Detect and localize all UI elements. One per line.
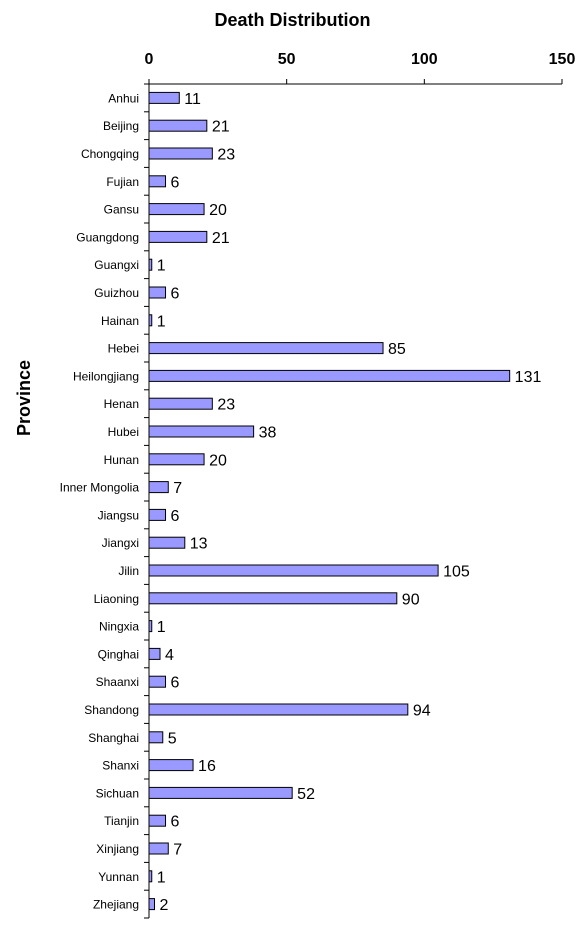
y-tick-label: Yunnan xyxy=(98,870,139,884)
y-axis-label: Province xyxy=(14,360,34,436)
data-label: 52 xyxy=(297,786,315,803)
y-tick-label: Shandong xyxy=(84,703,139,717)
y-tick-label: Chongqing xyxy=(81,147,139,161)
bar xyxy=(148,397,213,410)
bar xyxy=(148,870,153,883)
data-label: 7 xyxy=(173,480,182,497)
y-tick-label: Jiangxi xyxy=(102,536,139,550)
data-label: 23 xyxy=(217,397,235,414)
data-label: 105 xyxy=(443,564,470,581)
y-tick-label: Hunan xyxy=(104,453,139,467)
data-label: 16 xyxy=(198,758,216,775)
y-tick-label: Jilin xyxy=(118,564,139,578)
y-tick-label: Zhejiang xyxy=(93,898,139,912)
y-tick-label: Guizhou xyxy=(94,286,139,300)
bar xyxy=(148,119,208,132)
y-tick-label: Inner Mongolia xyxy=(60,481,140,495)
y-tick-label: Shanxi xyxy=(102,759,139,773)
y-tick-label: Guangdong xyxy=(76,230,139,244)
data-label: 94 xyxy=(413,703,431,720)
bar xyxy=(148,564,439,577)
data-label: 1 xyxy=(157,313,166,330)
data-label: 1 xyxy=(157,869,166,886)
bar xyxy=(148,453,205,466)
data-label: 5 xyxy=(168,730,177,747)
y-tick-label: Gansu xyxy=(104,203,139,217)
data-label: 6 xyxy=(171,286,180,303)
bar xyxy=(148,675,167,688)
y-tick-label: Ningxia xyxy=(99,620,139,634)
data-label: 90 xyxy=(402,591,420,608)
y-tick-label: Shaanxi xyxy=(96,675,139,689)
y-tick-label: Beijing xyxy=(103,119,139,133)
y-tick-label: Henan xyxy=(104,397,139,411)
x-tick-label: 100 xyxy=(411,51,438,68)
data-label: 23 xyxy=(217,147,235,164)
data-label: 13 xyxy=(190,536,208,553)
bar xyxy=(148,230,208,243)
data-label: 1 xyxy=(157,619,166,636)
y-tick-label: Liaoning xyxy=(94,592,139,606)
bar xyxy=(148,620,153,633)
bar xyxy=(148,203,205,216)
data-label: 6 xyxy=(171,675,180,692)
data-label: 2 xyxy=(160,897,169,914)
y-tick-label: Heilongjiang xyxy=(73,369,139,383)
data-label: 20 xyxy=(209,452,227,469)
bar xyxy=(148,91,180,104)
data-label: 4 xyxy=(165,647,174,664)
data-label: 11 xyxy=(184,91,201,108)
x-tick-label: 50 xyxy=(278,51,296,68)
y-tick-label: Shanghai xyxy=(88,731,139,745)
y-tick-label: Xinjiang xyxy=(96,842,139,856)
data-label: 20 xyxy=(209,202,227,219)
bar xyxy=(148,814,167,827)
bar xyxy=(148,286,167,299)
data-label: 1 xyxy=(157,258,166,275)
data-label: 38 xyxy=(259,425,277,442)
data-label: 7 xyxy=(173,842,182,859)
bar xyxy=(148,759,194,772)
data-label: 6 xyxy=(171,814,180,831)
bar xyxy=(148,731,164,744)
bar xyxy=(148,175,167,188)
bar xyxy=(148,536,186,549)
chart-title: Death Distribution xyxy=(214,10,371,30)
bar xyxy=(148,842,169,855)
bar xyxy=(148,481,169,494)
data-label: 21 xyxy=(212,119,230,136)
bar xyxy=(148,369,511,382)
data-label: 131 xyxy=(515,369,542,386)
bar xyxy=(148,314,153,327)
y-tick-label: Hainan xyxy=(101,314,139,328)
y-tick-label: Tianjin xyxy=(104,814,139,828)
y-tick-label: Jiangsu xyxy=(98,508,139,522)
y-tick-label: Fujian xyxy=(106,175,139,189)
bar xyxy=(148,425,255,438)
x-tick-label: 150 xyxy=(549,51,576,68)
bar xyxy=(148,258,153,271)
y-tick-label: Qinghai xyxy=(98,647,139,661)
bar xyxy=(148,508,167,521)
y-tick-label: Hubei xyxy=(108,425,139,439)
y-tick-label: Anhui xyxy=(108,91,139,105)
bar xyxy=(148,647,161,660)
data-label: 6 xyxy=(171,174,180,191)
data-label: 6 xyxy=(171,508,180,525)
bar xyxy=(148,592,398,605)
bar xyxy=(148,342,384,355)
data-label: 21 xyxy=(212,230,230,247)
y-tick-label: Guangxi xyxy=(94,258,139,272)
bar xyxy=(148,786,293,799)
bar xyxy=(148,703,409,716)
x-tick-label: 0 xyxy=(145,51,154,68)
data-label: 85 xyxy=(388,341,406,358)
y-tick-label: Sichuan xyxy=(96,786,139,800)
bar xyxy=(148,147,213,160)
bar xyxy=(148,898,156,911)
y-tick-label: Hebei xyxy=(108,342,139,356)
